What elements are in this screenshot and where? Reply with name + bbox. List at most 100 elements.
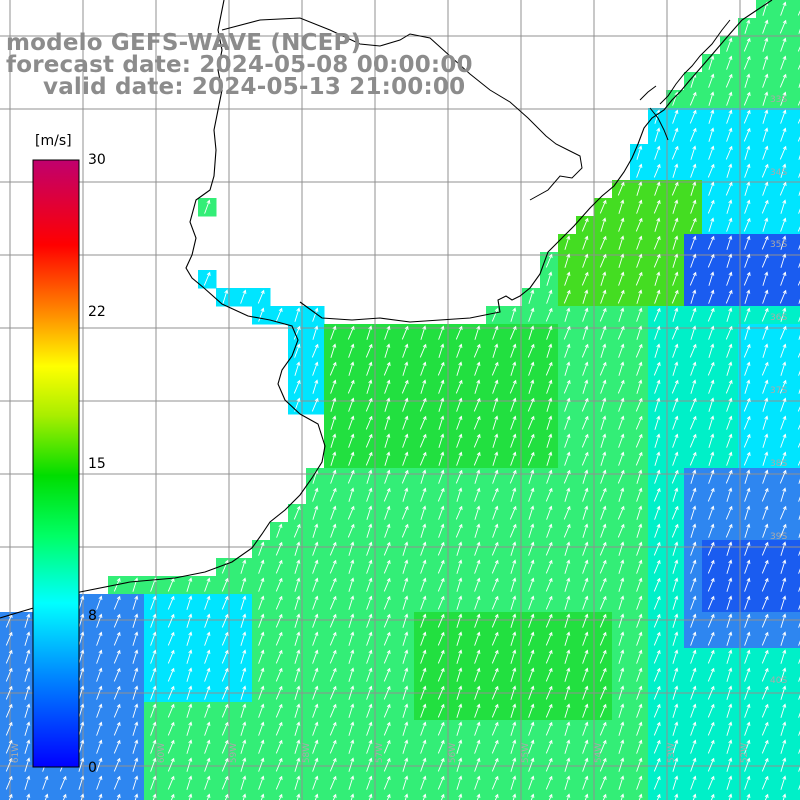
wind-arrow (672, 631, 679, 646)
wind-arrow (528, 361, 535, 376)
wind-arrow (780, 271, 787, 286)
wind-arrow (726, 397, 733, 412)
wind-arrow (564, 343, 571, 358)
colorbar-tick-label: 0 (88, 760, 97, 776)
wind-arrow (690, 703, 697, 718)
wind-arrow (456, 703, 463, 718)
wind-arrow (402, 487, 409, 502)
wind-arrow (420, 613, 427, 628)
wind-arrow (779, 181, 787, 196)
wind-arrow (726, 163, 733, 178)
wind-arrow (672, 127, 679, 142)
wind-arrow (296, 793, 301, 800)
wind-arrow (78, 721, 85, 736)
wind-arrow (456, 613, 463, 628)
wind-arrow (744, 235, 751, 250)
wind-arrow (384, 523, 391, 538)
wind-arrow (420, 469, 427, 484)
wind-arrow (744, 379, 751, 394)
wind-arrow (456, 559, 463, 574)
wind-cell (792, 432, 800, 451)
lon-label: 55W (521, 742, 532, 764)
wind-arrow (582, 757, 589, 772)
wind-arrow (653, 721, 661, 736)
wind-arrow (635, 397, 643, 412)
wind-arrow (24, 631, 31, 646)
wind-arrow (654, 271, 661, 286)
wind-arrow (546, 289, 553, 304)
wind-arrow (689, 397, 697, 412)
wind-arrow (581, 415, 589, 430)
colorbar (32, 159, 80, 768)
wind-arrow (492, 415, 499, 430)
wind-arrow (384, 379, 391, 394)
wind-arrow (96, 775, 103, 790)
wind-arrow (564, 757, 571, 772)
wind-arrow (654, 397, 661, 412)
wind-arrow (491, 685, 499, 700)
coastline (0, 0, 326, 619)
wind-arrow (204, 685, 211, 700)
wind-arrow (690, 595, 697, 610)
wind-arrow (312, 577, 319, 592)
wind-arrow (744, 703, 751, 718)
wind-arrow (564, 559, 571, 574)
wind-arrow (455, 469, 463, 484)
wind-arrow (563, 289, 571, 304)
wind-arrow (204, 649, 211, 664)
wind-arrow (258, 685, 265, 700)
wind-arrow (329, 577, 337, 592)
wind-arrow (690, 739, 697, 754)
wind-arrow (618, 307, 625, 322)
wind-arrow (636, 199, 643, 214)
wind-arrow (258, 559, 265, 574)
wind-cell (792, 72, 800, 91)
wind-arrow (797, 64, 800, 70)
wind-arrow (275, 739, 283, 754)
wind-arrow (330, 469, 337, 484)
wind-arrow (150, 685, 157, 700)
wind-arrow (653, 757, 661, 772)
wind-arrow (366, 739, 373, 754)
wind-arrow (797, 10, 800, 16)
wind-arrow (653, 667, 661, 682)
wind-arrow (636, 775, 643, 790)
wind-arrow (545, 613, 553, 628)
wind-arrow (762, 145, 769, 160)
wind-arrow (635, 415, 643, 430)
wind-arrow (347, 325, 355, 340)
wind-arrow (708, 145, 715, 160)
wind-arrow (743, 397, 751, 412)
wind-arrow (348, 685, 355, 700)
wind-arrow (5, 649, 13, 664)
wind-arrow (797, 100, 800, 106)
wind-arrow (600, 505, 607, 520)
wind-arrow (275, 721, 283, 736)
lat-label: 39S (770, 532, 788, 542)
wind-arrow (671, 469, 679, 484)
wind-arrow (780, 559, 787, 574)
wind-arrow (402, 451, 409, 466)
wind-cell (792, 522, 800, 541)
wind-arrow (546, 469, 553, 484)
wind-arrow (653, 541, 661, 556)
wind-arrow (240, 289, 247, 304)
wind-arrow (312, 559, 319, 574)
wind-arrow (420, 559, 427, 574)
wind-cell (792, 342, 800, 361)
wind-arrow (455, 325, 463, 340)
wind-arrow (690, 541, 697, 556)
wind-arrow (726, 595, 733, 610)
wind-arrow (599, 649, 607, 664)
wind-arrow (690, 379, 697, 394)
wind-arrow (528, 667, 535, 682)
wind-arrow (636, 541, 643, 556)
wind-arrow (690, 757, 697, 772)
wind-arrow (150, 613, 157, 628)
wind-arrow (456, 415, 463, 430)
wind-arrow (690, 523, 697, 538)
wind-arrow (779, 19, 787, 34)
wind-arrow (240, 757, 247, 772)
wind-arrow (203, 271, 211, 286)
